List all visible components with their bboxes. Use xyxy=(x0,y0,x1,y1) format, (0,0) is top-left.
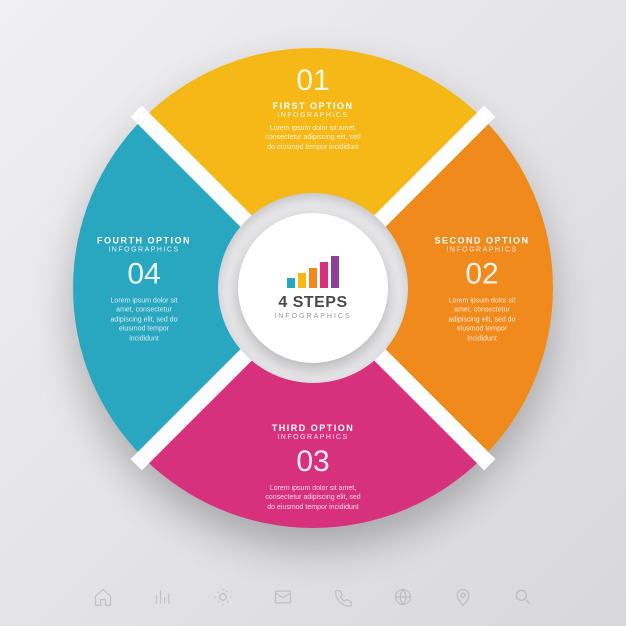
segment-1-number: 01 xyxy=(223,64,403,98)
pin-icon xyxy=(450,584,476,610)
center-bars-icon xyxy=(287,256,339,288)
segment-4: FOURTH OPTION INFOGRAPHICS 04 Lorem ipsu… xyxy=(69,232,219,343)
center-title: 4 STEPS xyxy=(278,294,347,312)
center-subtitle: INFOGRAPHICS xyxy=(274,313,351,320)
search-icon xyxy=(510,584,536,610)
sun-icon xyxy=(210,584,236,610)
segment-3: THIRD OPTION INFOGRAPHICS 03 Lorem ipsum… xyxy=(223,420,403,512)
infographic-ring: 01 FIRST OPTION INFOGRAPHICS Lorem ipsum… xyxy=(73,48,553,528)
globe-icon xyxy=(390,584,416,610)
segment-3-subtitle: INFOGRAPHICS xyxy=(223,434,403,441)
segment-2-body: Lorem ipsum dolor sitamet, consecteturad… xyxy=(407,296,557,343)
segment-2-number: 02 xyxy=(407,257,557,291)
segment-2-title: SECOND OPTION xyxy=(407,235,557,245)
segment-1: 01 FIRST OPTION INFOGRAPHICS Lorem ipsum… xyxy=(223,64,403,152)
segment-2: SECOND OPTION INFOGRAPHICS 02 Lorem ipsu… xyxy=(407,232,557,343)
segment-1-title: FIRST OPTION xyxy=(223,101,403,111)
home-icon xyxy=(90,584,116,610)
segment-4-body: Lorem ipsum dolor sitamet, consecteturad… xyxy=(69,296,219,343)
center-inner-circle: 4 STEPS INFOGRAPHICS xyxy=(238,213,388,363)
segment-4-title: FOURTH OPTION xyxy=(69,235,219,245)
footer-icon-row xyxy=(0,584,626,610)
segment-4-number: 04 xyxy=(69,257,219,291)
segment-3-number: 03 xyxy=(223,445,403,479)
segment-1-body: Lorem ipsum dolor sit amet,consectetur a… xyxy=(223,124,403,152)
segment-1-subtitle: INFOGRAPHICS xyxy=(223,112,403,119)
phone-icon xyxy=(330,584,356,610)
segment-3-title: THIRD OPTION xyxy=(223,423,403,433)
chart-icon xyxy=(150,584,176,610)
segment-3-body: Lorem ipsum dolor sit amet,consectetur a… xyxy=(223,484,403,512)
segment-4-subtitle: INFOGRAPHICS xyxy=(69,246,219,253)
segment-2-subtitle: INFOGRAPHICS xyxy=(407,246,557,253)
mail-icon xyxy=(270,584,296,610)
